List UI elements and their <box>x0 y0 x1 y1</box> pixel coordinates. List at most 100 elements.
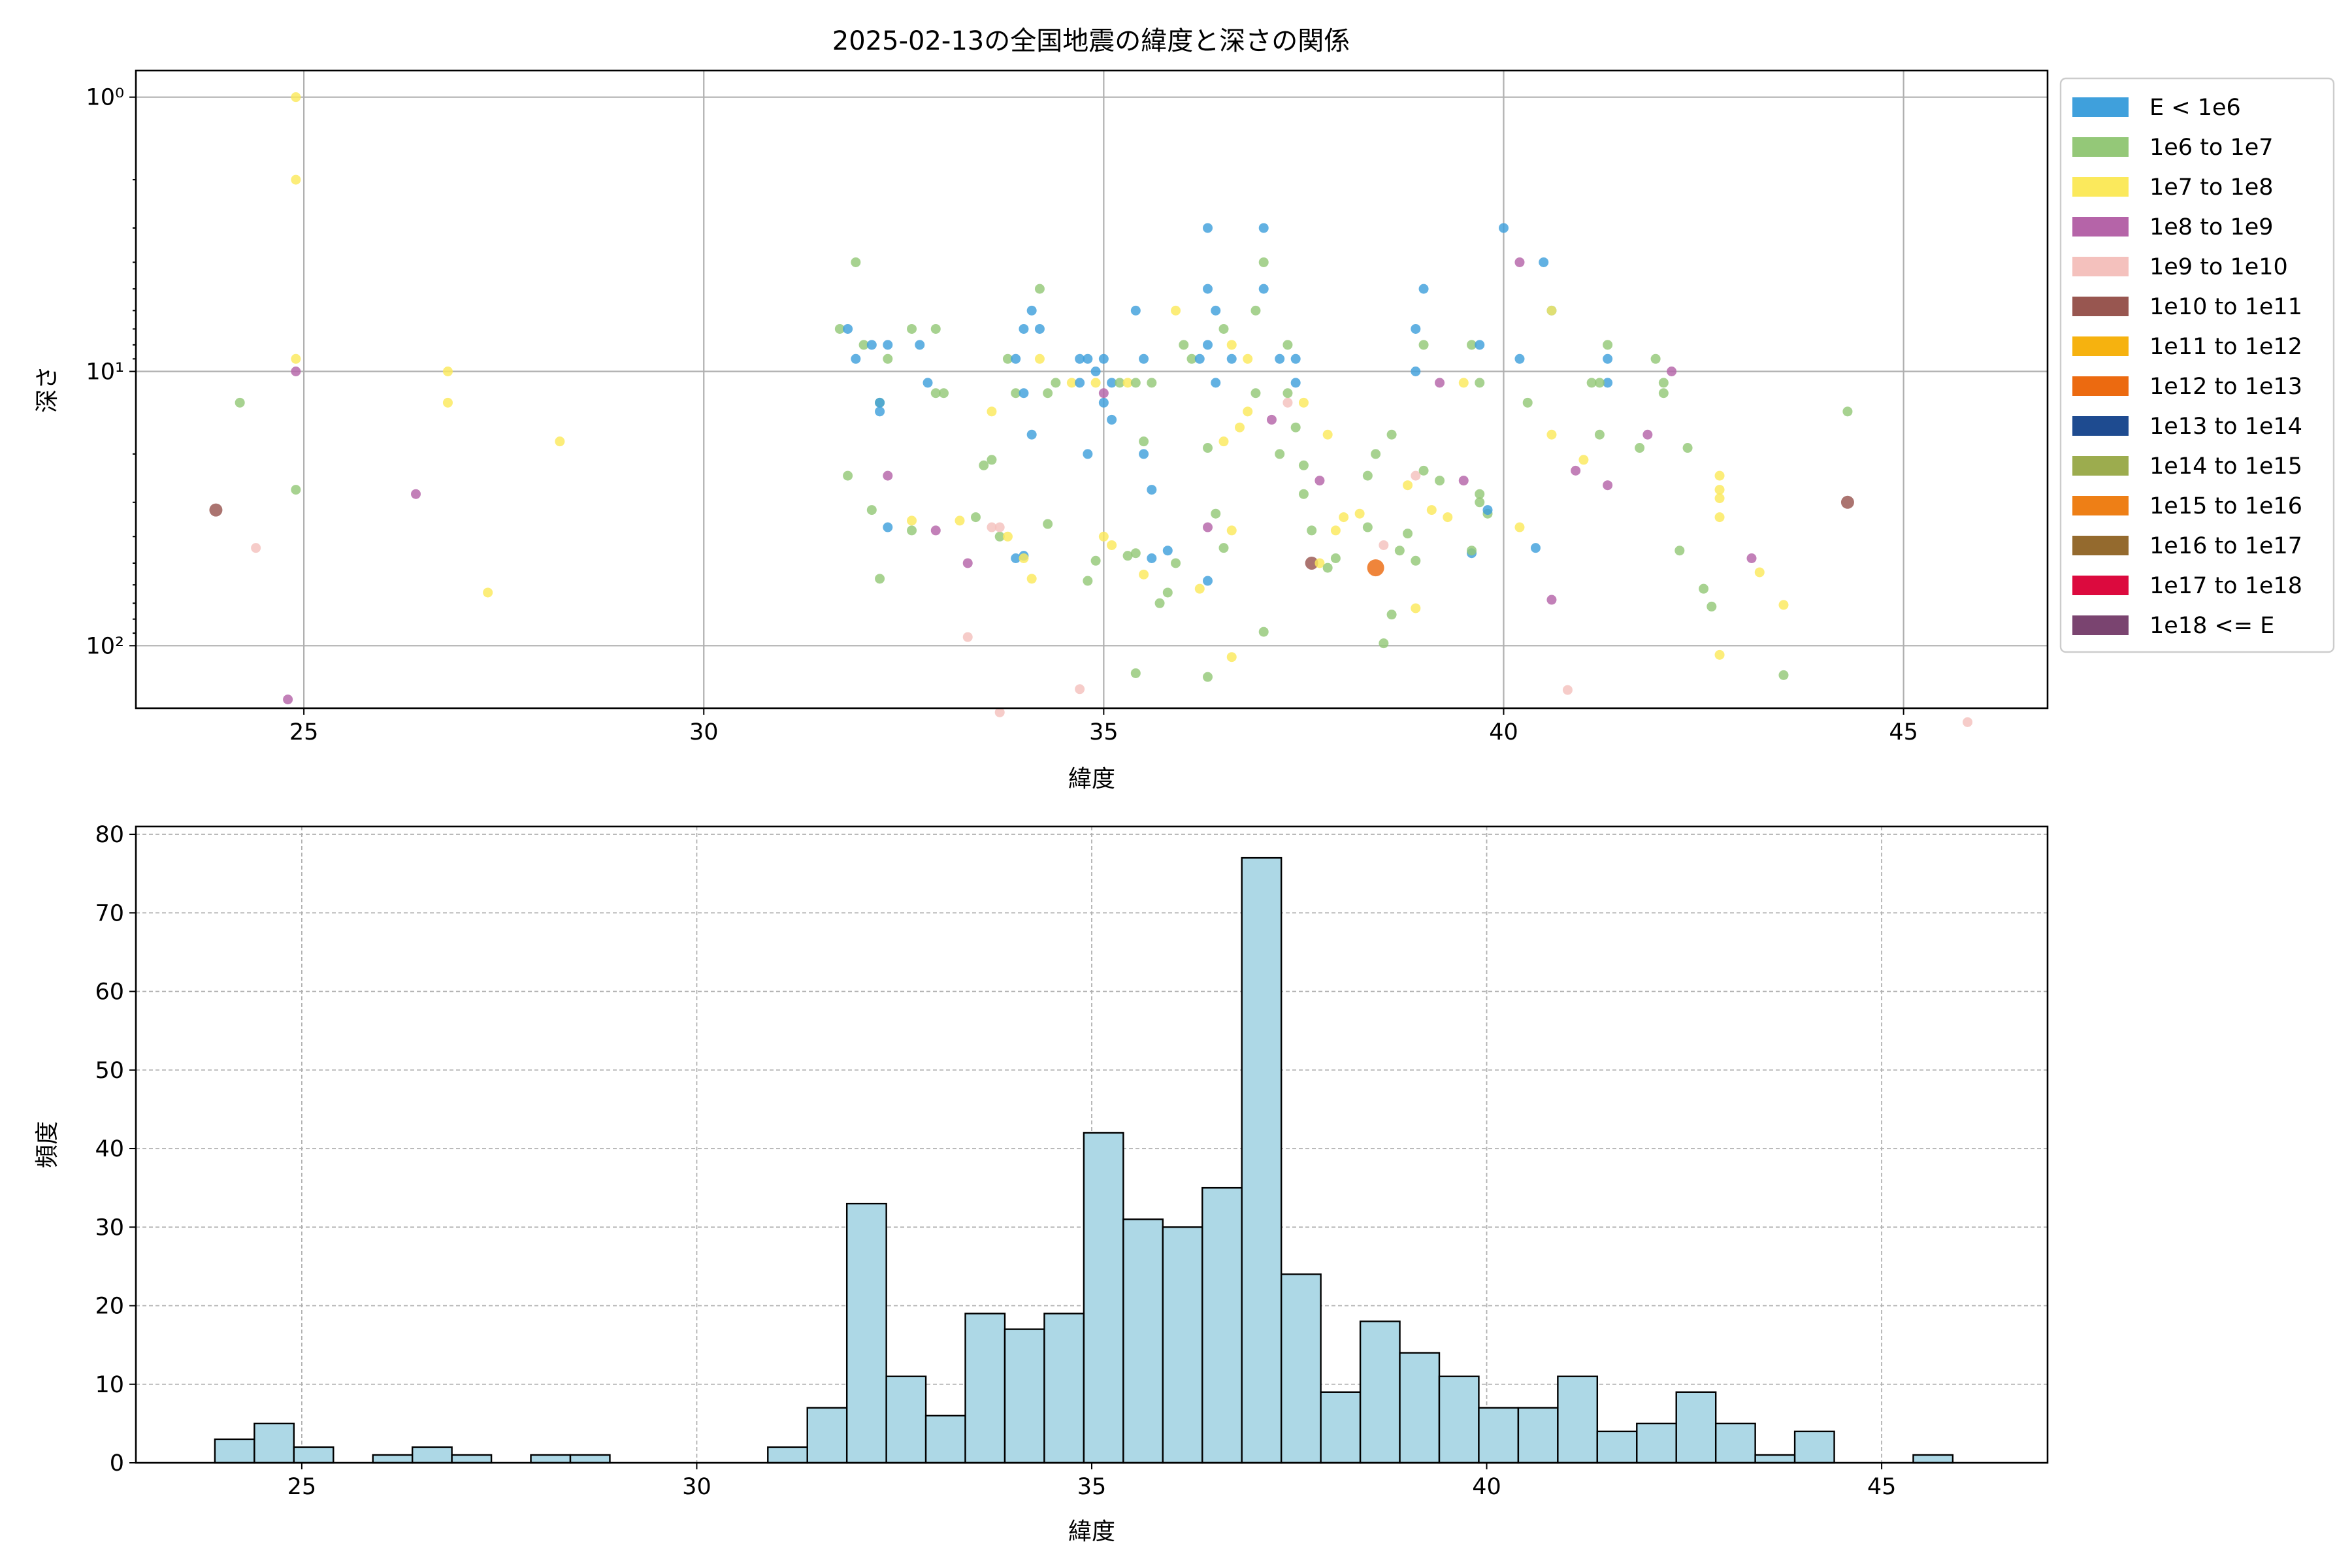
histogram-bar <box>1122 1218 1164 1464</box>
scatter-point <box>1122 378 1133 388</box>
scatter-point <box>1098 531 1109 542</box>
scatter-point <box>1019 553 1029 564</box>
histogram-bar <box>451 1454 493 1464</box>
legend-label: 1e13 to 1e14 <box>2149 414 2302 440</box>
scatter-point <box>1211 378 1221 388</box>
legend-swatch <box>2072 257 2129 276</box>
scatter-point <box>1778 670 1789 680</box>
scatter-point <box>1034 323 1045 334</box>
scatter-point <box>291 367 301 377</box>
scatter-point <box>1275 353 1285 364</box>
scatter-point <box>1154 598 1165 608</box>
scatter-point <box>1266 414 1277 425</box>
scatter-point <box>1226 353 1237 364</box>
histogram-ticks: 25 30 35 40 45 0 10 20 30 40 50 60 70 80 <box>95 822 1896 1500</box>
scatter-point <box>1642 429 1653 440</box>
scatter-point <box>875 406 885 417</box>
scatter-point <box>915 340 925 350</box>
scatter-point <box>1258 627 1269 637</box>
scatter-point <box>1011 353 1021 364</box>
scatter-plot-area <box>136 71 2048 708</box>
legend-item: 1e18 <= E <box>2072 613 2274 639</box>
scatter-point <box>883 340 893 350</box>
scatter-point <box>843 470 853 481</box>
scatter-point <box>1467 340 1477 350</box>
scatter-point <box>851 353 861 364</box>
histogram-y-tick-label: 40 <box>95 1136 124 1162</box>
scatter-y-tick-label: 10¹ <box>86 359 124 385</box>
scatter-panel: 25 30 35 40 45 10⁰ 10¹ 10² 緯度 深さ <box>34 69 2049 792</box>
scatter-point <box>1458 476 1469 486</box>
histogram-bar <box>569 1454 611 1464</box>
histogram-y-axis-label: 頻度 <box>34 1121 61 1168</box>
scatter-point <box>1322 429 1333 440</box>
scatter-point <box>1426 505 1437 515</box>
scatter-point <box>251 543 261 553</box>
scatter-point <box>907 515 917 526</box>
scatter-point <box>1250 388 1261 399</box>
legend-frame <box>2059 77 2335 653</box>
scatter-point <box>1603 340 1613 350</box>
scatter-point <box>1090 378 1101 388</box>
scatter-point <box>1963 717 1973 727</box>
scatter-point <box>1330 525 1341 536</box>
scatter-point <box>994 522 1005 532</box>
scatter-point <box>1043 519 1053 529</box>
legend-swatch <box>2072 177 2129 197</box>
scatter-point <box>1362 522 1373 532</box>
scatter-point <box>1411 470 1421 481</box>
scatter-point <box>1090 555 1101 566</box>
scatter-point <box>1594 378 1605 388</box>
scatter-point <box>483 587 493 598</box>
scatter-point <box>1562 685 1573 695</box>
scatter-point <box>1482 505 1493 515</box>
scatter-point <box>1667 367 1677 377</box>
scatter-point <box>923 378 933 388</box>
scatter-point <box>1682 443 1693 453</box>
scatter-point <box>1514 353 1525 364</box>
scatter-point <box>1203 672 1213 682</box>
legend-swatch <box>2072 456 2129 476</box>
histogram-y-tick-label: 60 <box>95 979 124 1005</box>
scatter-point <box>1546 305 1557 316</box>
legend-item: 1e12 to 1e13 <box>2072 374 2302 400</box>
legend-swatch <box>2072 576 2129 595</box>
scatter-point <box>1603 378 1613 388</box>
histogram-y-tick-label: 80 <box>95 822 124 848</box>
legend-swatch <box>2072 416 2129 436</box>
scatter-point <box>1250 305 1261 316</box>
scatter-point <box>1322 563 1333 573</box>
scatter-point <box>1098 353 1109 364</box>
scatter-point <box>1714 485 1725 495</box>
legend-swatch <box>2072 217 2129 237</box>
scatter-point <box>442 367 453 377</box>
legend-label: 1e15 to 1e16 <box>2149 493 2302 519</box>
scatter-point <box>1290 422 1301 433</box>
histogram-x-tick-label: 40 <box>1472 1474 1501 1500</box>
scatter-point <box>1315 558 1325 568</box>
legend-item: 1e6 to 1e7 <box>2072 135 2274 161</box>
scatter-point <box>1418 465 1429 476</box>
scatter-point <box>1218 436 1229 447</box>
scatter-point <box>1435 476 1445 486</box>
histogram-bar <box>885 1375 927 1464</box>
scatter-point <box>1586 378 1597 388</box>
scatter-point <box>1098 397 1109 408</box>
scatter-point <box>1411 603 1421 613</box>
scatter-y-tick-label: 10² <box>86 633 124 659</box>
legend-label: 1e8 to 1e9 <box>2149 214 2274 240</box>
scatter-point <box>1243 406 1253 417</box>
histogram-bar <box>530 1454 572 1464</box>
scatter-point <box>1258 257 1269 267</box>
histogram-bar <box>1596 1430 1638 1464</box>
scatter-point <box>1778 600 1789 610</box>
scatter-point <box>1243 353 1253 364</box>
scatter-point <box>970 512 981 523</box>
scatter-point <box>875 574 885 584</box>
scatter-point <box>1218 543 1229 553</box>
scatter-point <box>1714 470 1725 481</box>
scatter-point <box>1530 543 1541 553</box>
histogram-y-tick-label: 70 <box>95 900 124 926</box>
scatter-point <box>209 503 223 517</box>
legend-item: 1e17 to 1e18 <box>2072 573 2302 599</box>
